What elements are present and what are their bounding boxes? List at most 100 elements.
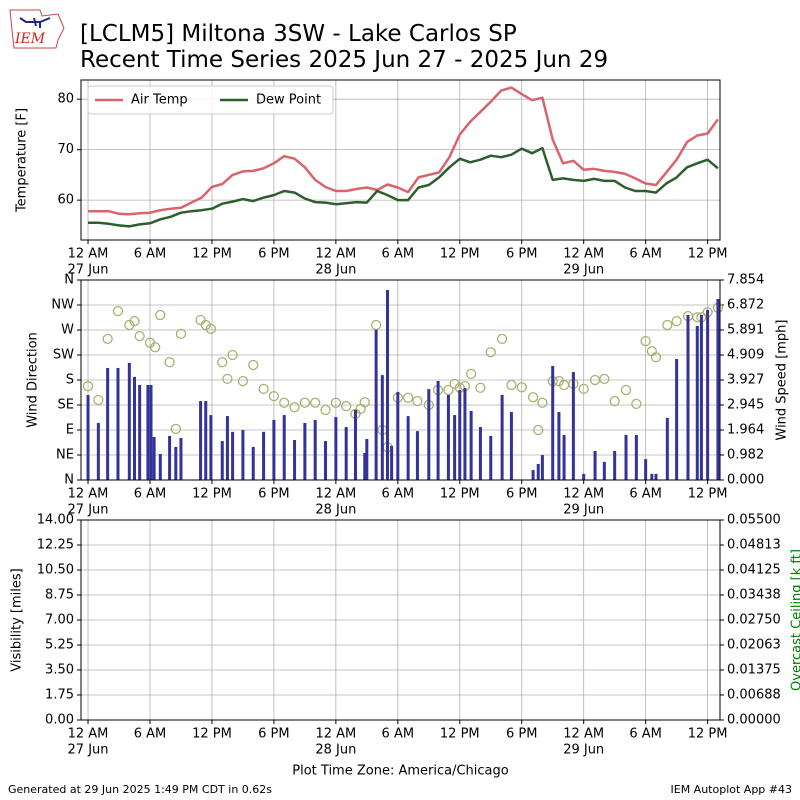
y2-tick-label: 0.00688: [727, 687, 781, 702]
x-tick-label: 6 AM: [629, 727, 662, 742]
point: [248, 359, 259, 371]
bar: [551, 365, 555, 480]
point: [650, 352, 662, 363]
y-tick-label: N: [64, 273, 74, 288]
point: [485, 347, 496, 358]
point: [341, 400, 352, 412]
y-tick-label: 3.50: [45, 663, 74, 678]
bar: [225, 416, 229, 480]
bar: [293, 440, 297, 480]
plot-frame: [80, 519, 721, 721]
y2-tick-label: 0.00000: [727, 713, 781, 728]
bar: [634, 434, 638, 480]
bar: [116, 367, 120, 480]
point: [671, 315, 682, 327]
y2-tick-label: 0.05500: [727, 513, 781, 528]
point: [475, 382, 486, 393]
y2-tick-label: 6.872: [727, 298, 764, 313]
legend-label: Air Temp: [131, 93, 188, 108]
legend-box: [87, 85, 334, 115]
bar: [406, 416, 410, 480]
point: [310, 397, 321, 408]
bar: [179, 437, 183, 480]
y2-tick-label: 7.854: [727, 273, 764, 288]
logo: IEM: [9, 9, 65, 49]
y-tick-label: 5.25: [45, 638, 74, 653]
x-tick-label: 12 AM: [563, 727, 604, 742]
bar: [174, 446, 178, 480]
y-tick-label: SW: [53, 348, 74, 363]
point: [609, 395, 620, 407]
y-tick-label: N: [64, 473, 74, 488]
bar: [152, 436, 156, 480]
x-tick-label: 12 AM: [563, 247, 604, 262]
y-tick-label: 8.75: [45, 588, 74, 603]
y2-tick-label: 0.04125: [727, 563, 781, 578]
x-date-label: 27 Jun: [68, 503, 109, 518]
point: [227, 349, 238, 361]
bar: [132, 376, 136, 480]
point: [129, 315, 140, 327]
bar: [313, 419, 317, 480]
bar: [458, 390, 462, 480]
line-series: [88, 146, 719, 228]
bar: [699, 314, 703, 480]
point: [164, 357, 175, 368]
bar: [353, 409, 357, 480]
x-tick-label: 6 AM: [134, 247, 167, 262]
y2-tick-label: 0.982: [727, 447, 764, 462]
bar: [127, 362, 131, 480]
x-date-label: 28 Jun: [315, 263, 356, 278]
y-tick-label: SE: [58, 398, 74, 413]
point: [195, 314, 206, 326]
bar: [363, 453, 367, 480]
bar: [385, 290, 389, 480]
x-tick-label: 12 AM: [563, 487, 604, 502]
point: [222, 373, 233, 385]
bar: [415, 431, 419, 480]
y-tick-label: E: [66, 423, 74, 438]
bar: [536, 463, 540, 480]
bar: [251, 446, 255, 480]
point: [370, 319, 382, 331]
bar: [390, 445, 394, 480]
x-tick-label: 12 AM: [68, 247, 109, 262]
point: [268, 390, 280, 402]
bar: [149, 385, 153, 480]
point: [330, 397, 342, 408]
bar: [158, 454, 162, 480]
point: [279, 397, 290, 408]
logo-glyph: [19, 17, 51, 28]
x-tick-label: 12 PM: [688, 727, 728, 742]
point: [631, 398, 642, 410]
x-date-label: 27 Jun: [68, 263, 109, 278]
bar: [469, 410, 473, 480]
bar: [380, 375, 384, 480]
x-tick-label: 12 PM: [688, 487, 728, 502]
bar: [650, 473, 654, 480]
point: [149, 342, 161, 353]
bar: [593, 450, 597, 480]
point: [359, 397, 370, 408]
point: [402, 392, 414, 403]
x-date-label: 28 Jun: [315, 503, 356, 518]
x-tick-label: 12 PM: [192, 727, 232, 742]
y-axis-label: Visibility [miles]: [10, 568, 25, 671]
bar: [478, 427, 482, 480]
point: [443, 384, 454, 396]
bar: [562, 434, 566, 480]
bar: [138, 385, 142, 480]
x-tick-label: 6 AM: [382, 727, 415, 742]
point: [355, 403, 366, 415]
x-tick-label: 12 AM: [315, 487, 356, 502]
y2-tick-label: 1.964: [727, 422, 764, 437]
x-tick-label: 12 PM: [192, 247, 232, 262]
bar: [427, 389, 431, 480]
point: [134, 330, 145, 342]
x-date-label: 29 Jun: [563, 743, 604, 758]
bar: [86, 394, 90, 480]
legend: Air Temp Dew Point: [87, 85, 334, 115]
bar: [716, 298, 720, 480]
x-tick-label: 6 AM: [134, 727, 167, 742]
bar: [204, 401, 208, 480]
